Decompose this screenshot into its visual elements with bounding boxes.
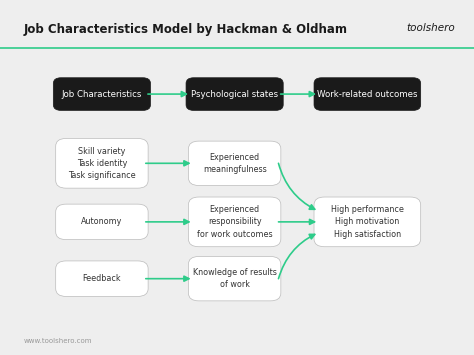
Text: Psychological states: Psychological states [191, 89, 278, 99]
FancyBboxPatch shape [188, 256, 281, 301]
FancyBboxPatch shape [188, 197, 281, 247]
Text: Feedback: Feedback [82, 274, 121, 283]
Text: Autonomy: Autonomy [81, 217, 123, 226]
Text: Skill variety
Task identity
Task significance: Skill variety Task identity Task signifi… [68, 147, 136, 180]
Text: High performance
High motivation
High satisfaction: High performance High motivation High sa… [331, 205, 404, 239]
FancyBboxPatch shape [188, 141, 281, 185]
Text: Job Characteristics: Job Characteristics [62, 89, 142, 99]
Text: Experienced
responsibility
for work outcomes: Experienced responsibility for work outc… [197, 205, 273, 239]
FancyBboxPatch shape [53, 78, 151, 110]
Text: www.toolshero.com: www.toolshero.com [24, 338, 92, 344]
Text: Knowledge of results
of work: Knowledge of results of work [193, 268, 276, 289]
FancyBboxPatch shape [314, 78, 420, 110]
Text: toolshero: toolshero [406, 23, 455, 33]
FancyBboxPatch shape [56, 204, 148, 240]
FancyBboxPatch shape [314, 197, 420, 247]
FancyBboxPatch shape [56, 261, 148, 296]
FancyBboxPatch shape [56, 138, 148, 188]
Text: Job Characteristics Model by Hackman & Oldham: Job Characteristics Model by Hackman & O… [24, 23, 348, 36]
Text: Work-related outcomes: Work-related outcomes [317, 89, 418, 99]
Text: Experienced
meaningfulness: Experienced meaningfulness [203, 153, 266, 174]
FancyBboxPatch shape [186, 78, 283, 110]
